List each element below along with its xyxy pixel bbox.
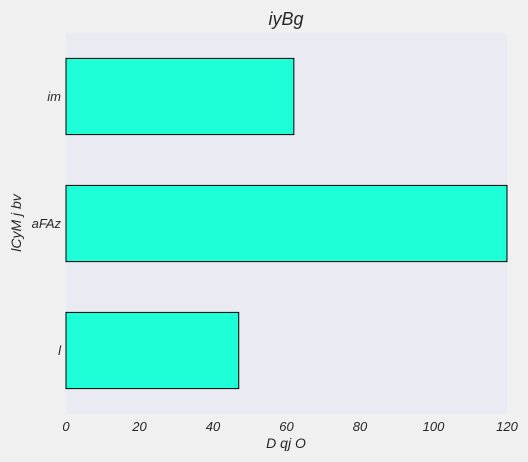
- x-tick-label: 40: [206, 419, 221, 434]
- bar-im: [65, 57, 295, 136]
- x-tick-label: 0: [62, 419, 70, 434]
- y-axis-ticks: l aFAz im: [32, 89, 63, 358]
- y-axis-label: lCyM j bv: [8, 193, 24, 252]
- x-tick-label: 120: [496, 419, 518, 434]
- x-axis-ticks: 0 20 40 60 80 100 120: [62, 419, 518, 434]
- x-tick-label: 60: [279, 419, 294, 434]
- y-tick-label: l: [58, 343, 62, 358]
- chart-title: iyBg: [268, 9, 303, 29]
- y-tick-label: aFAz: [32, 216, 62, 231]
- x-tick-label: 80: [353, 419, 368, 434]
- bar-aFAz: [65, 184, 508, 263]
- y-tick-label: im: [47, 89, 61, 104]
- bar-l: [65, 311, 240, 390]
- bars: [65, 57, 508, 390]
- x-tick-label: 20: [131, 419, 147, 434]
- x-axis-label: D qj O: [266, 435, 306, 451]
- x-tick-label: 100: [423, 419, 445, 434]
